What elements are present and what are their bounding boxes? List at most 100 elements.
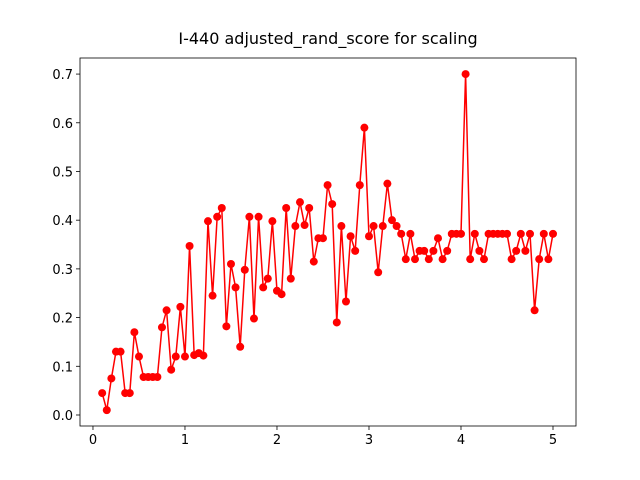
data-point — [282, 204, 291, 213]
data-point — [535, 255, 544, 264]
data-point — [263, 274, 272, 283]
data-point — [153, 373, 162, 382]
data-point — [254, 212, 263, 221]
data-point — [410, 255, 419, 264]
data-point — [203, 217, 212, 226]
data-point — [420, 246, 429, 255]
data-point — [337, 222, 346, 231]
data-point — [346, 232, 355, 241]
data-point — [240, 265, 249, 274]
data-point — [548, 229, 557, 238]
data-point — [479, 255, 488, 264]
y-tick-label: 0.5 — [52, 165, 73, 180]
data-point — [231, 283, 240, 292]
data-point — [286, 274, 295, 283]
data-point — [332, 318, 341, 327]
data-point — [521, 246, 530, 255]
data-point — [369, 222, 378, 231]
data-point — [456, 229, 465, 238]
x-tick-label: 1 — [181, 433, 189, 448]
y-tick-label: 0.0 — [52, 409, 73, 424]
data-point — [466, 255, 475, 264]
data-point — [157, 323, 166, 332]
data-point — [355, 181, 364, 190]
data-point — [328, 200, 337, 209]
data-point — [305, 204, 314, 213]
data-point — [102, 406, 111, 415]
data-point — [176, 302, 185, 311]
x-tick-label: 4 — [457, 433, 465, 448]
data-point — [116, 347, 125, 356]
data-point — [397, 229, 406, 238]
data-point — [429, 246, 438, 255]
data-point — [222, 322, 231, 331]
data-point — [516, 229, 525, 238]
data-point — [470, 229, 479, 238]
data-point — [374, 268, 383, 277]
data-point — [167, 365, 176, 374]
data-point — [351, 246, 360, 255]
x-tick-label: 3 — [365, 433, 373, 448]
y-tick-label: 0.6 — [52, 117, 73, 132]
plot-frame — [79, 57, 577, 427]
y-tick-label: 0.7 — [52, 68, 73, 83]
y-tick-label: 0.4 — [52, 214, 73, 229]
data-point — [277, 290, 286, 299]
data-point — [171, 352, 180, 361]
x-tick-label: 2 — [273, 433, 281, 448]
data-point — [378, 222, 387, 231]
data-point — [309, 257, 318, 266]
data-point — [525, 229, 534, 238]
data-point — [185, 241, 194, 250]
data-point — [268, 217, 277, 226]
data-point — [130, 328, 139, 337]
data-point — [424, 255, 433, 264]
data-point — [512, 246, 521, 255]
data-point — [438, 255, 447, 264]
data-point — [125, 389, 134, 398]
y-tick-label: 0.1 — [52, 360, 73, 375]
data-point — [300, 221, 309, 230]
data-point — [433, 234, 442, 243]
data-point — [475, 246, 484, 255]
data-point — [387, 216, 396, 225]
data-point — [291, 222, 300, 231]
data-point — [213, 212, 222, 221]
data-point — [249, 314, 258, 323]
data-point — [199, 351, 208, 360]
data-point — [98, 389, 107, 398]
data-point — [392, 222, 401, 231]
data-point — [507, 255, 516, 264]
data-point — [539, 229, 548, 238]
data-point — [360, 123, 369, 132]
data-point — [226, 260, 235, 269]
data-point — [107, 374, 116, 383]
data-point — [259, 283, 268, 292]
data-point — [323, 181, 332, 190]
data-point — [134, 352, 143, 361]
data-point — [544, 255, 553, 264]
data-point — [162, 306, 171, 315]
data-point — [341, 297, 350, 306]
y-tick-label: 0.3 — [52, 263, 73, 278]
data-point — [401, 255, 410, 264]
chart-title: I-440 adjusted_rand_score for scaling — [178, 29, 477, 49]
x-tick-label: 0 — [89, 433, 97, 448]
data-point — [236, 342, 245, 351]
data-point — [530, 306, 539, 315]
data-point — [364, 232, 373, 241]
data-point — [461, 70, 470, 79]
data-point — [502, 229, 511, 238]
data-point — [180, 352, 189, 361]
data-point — [245, 212, 254, 221]
data-point — [318, 234, 327, 243]
data-point — [295, 198, 304, 207]
data-point — [443, 246, 452, 255]
data-point — [217, 204, 226, 213]
data-point — [383, 179, 392, 188]
data-point — [208, 291, 217, 300]
y-tick-label: 0.2 — [52, 312, 73, 327]
x-tick-label: 5 — [549, 433, 557, 448]
data-point — [406, 229, 415, 238]
